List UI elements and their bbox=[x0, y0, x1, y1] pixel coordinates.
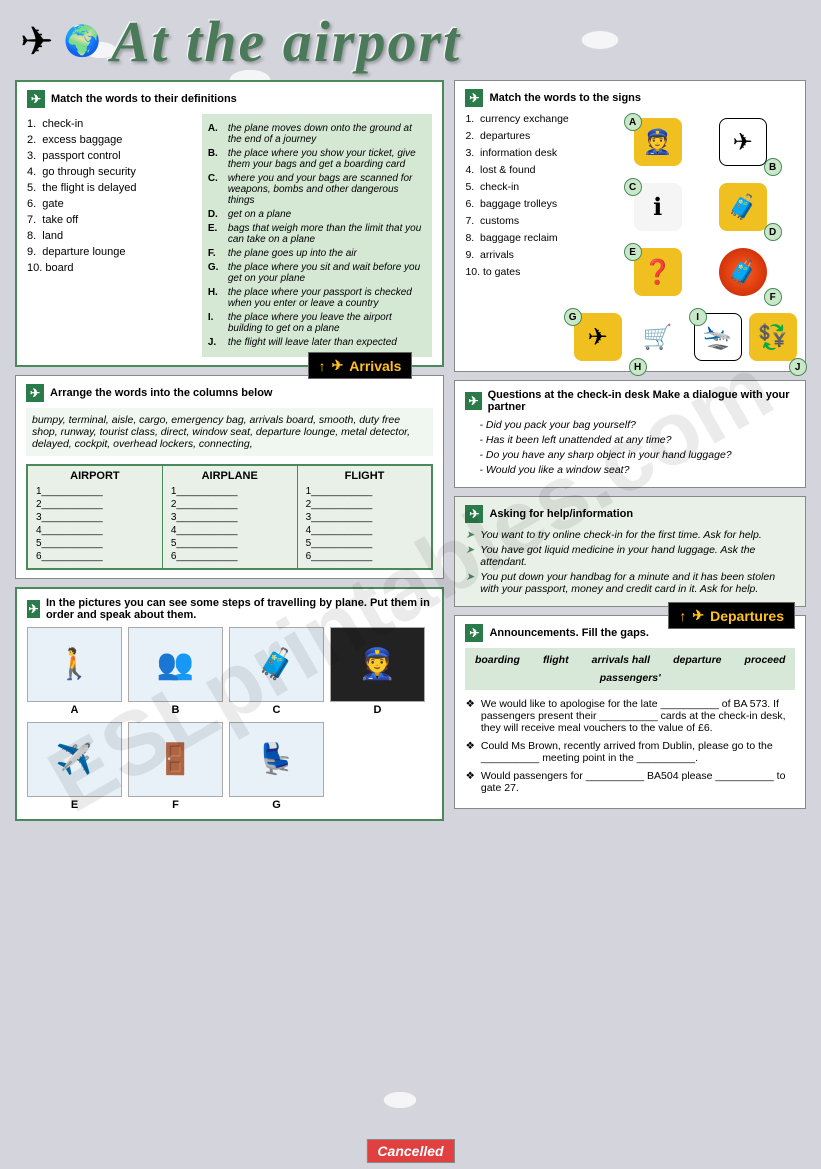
section-pictures-order: ✈ In the pictures you can see some steps … bbox=[15, 587, 444, 821]
plane-badge-icon: ✈ bbox=[465, 89, 483, 107]
section5-title: Asking for help/information bbox=[489, 508, 633, 520]
definition-list: A.the plane moves down onto the ground a… bbox=[202, 114, 433, 357]
picture-waiting-icon: 💺 bbox=[229, 722, 324, 797]
picture-gate-icon: 🚪 bbox=[128, 722, 223, 797]
word-item: 2. excess baggage bbox=[27, 134, 194, 146]
picture-customs-icon: 👮 bbox=[330, 627, 425, 702]
help-list: ➤You want to try online check-in for the… bbox=[465, 529, 795, 595]
section7-title: Announcements. Fill the gaps. bbox=[489, 627, 649, 639]
word-item: 1. check-in bbox=[27, 118, 194, 130]
section-match-signs: ✈ Match the words to the signs 1. currenc… bbox=[454, 80, 806, 372]
sign-word-list: 1. currency exchange 2. departures 3. in… bbox=[465, 113, 623, 278]
arrow-icon: ➤ bbox=[465, 529, 474, 541]
plane-badge-icon: ✈ bbox=[26, 384, 44, 402]
cancelled-badge: Cancelled bbox=[366, 1139, 454, 1163]
section-announcements: ↑✈Departures ✈Announcements. Fill the ga… bbox=[454, 615, 806, 809]
word-item: 7. take off bbox=[27, 214, 194, 226]
word-item: 8. land bbox=[27, 230, 194, 242]
picture-boarding-icon: ✈️ bbox=[27, 722, 122, 797]
wordbank: bumpy, terminal, aisle, cargo, emergency… bbox=[26, 408, 433, 456]
col-head: AIRPLANE bbox=[171, 470, 289, 482]
diamond-icon: ❖ bbox=[465, 698, 474, 734]
section6-title: In the pictures you can see some steps o… bbox=[46, 597, 433, 621]
content: ✈ Match the words to their definitions 1.… bbox=[0, 75, 821, 826]
arrivals-badge: ↑✈Arrivals bbox=[308, 352, 413, 379]
section-asking-help: ✈ Asking for help/information ➤You want t… bbox=[454, 496, 806, 607]
diamond-icon: ❖ bbox=[465, 740, 474, 764]
section-checkin-dialogue: ✈ Questions at the check-in desk Make a d… bbox=[454, 380, 806, 488]
arrow-icon: ➤ bbox=[465, 571, 474, 595]
col-head: FLIGHT bbox=[306, 470, 424, 482]
plane-icon: ✈ bbox=[20, 19, 54, 65]
word-item: 5. the flight is delayed bbox=[27, 182, 194, 194]
picture-baggage-icon: 🧳 bbox=[229, 627, 324, 702]
announcement-wordbank: boarding flight arrivals hall departure … bbox=[465, 648, 795, 690]
baggage-sign-icon: 🧳 bbox=[719, 183, 767, 231]
plane-badge-icon: ✈ bbox=[27, 90, 45, 108]
col-head: AIRPORT bbox=[36, 470, 154, 482]
plane-badge-icon: ✈ bbox=[465, 505, 483, 523]
pictures-grid: 🚶A 👥B 🧳C 👮D ✈️E 🚪F 💺G bbox=[27, 627, 432, 811]
departures-sign-icon: ✈ bbox=[719, 118, 767, 166]
section-arrange-columns: ✈ Arrange the words into the columns belo… bbox=[15, 375, 444, 579]
plane-badge-icon: ✈ bbox=[465, 392, 481, 410]
diamond-icon: ❖ bbox=[465, 770, 474, 794]
trolley-sign-icon: 🛒 bbox=[634, 313, 682, 361]
exchange-sign-icon: 💱 bbox=[749, 313, 797, 361]
picture-checkin-icon: 👥 bbox=[128, 627, 223, 702]
plane-badge-icon: ✈ bbox=[465, 624, 483, 642]
word-item: 4. go through security bbox=[27, 166, 194, 178]
globe-icon: 🌍 bbox=[64, 24, 101, 59]
word-item: 9. departure lounge bbox=[27, 246, 194, 258]
section2-title: Match the words to the signs bbox=[489, 92, 641, 104]
word-item: 6. gate bbox=[27, 198, 194, 210]
picture-security-icon: 🚶 bbox=[27, 627, 122, 702]
section1-title: Match the words to their definitions bbox=[51, 93, 237, 105]
page-title: At the airport bbox=[111, 8, 461, 75]
plane-badge-icon: ✈ bbox=[27, 600, 40, 618]
header: ✈ 🌍 At the airport bbox=[0, 0, 821, 75]
section3-title: Arrange the words into the columns below bbox=[50, 387, 272, 399]
columns-table: AIRPORT 1___________2___________3_______… bbox=[26, 464, 433, 570]
word-list: 1. check-in 2. excess baggage 3. passpor… bbox=[27, 114, 194, 357]
word-item: 3. passport control bbox=[27, 150, 194, 162]
dialogue-list: - Did you pack your bag yourself? - Has … bbox=[465, 419, 795, 476]
section-match-definitions: ✈ Match the words to their definitions 1.… bbox=[15, 80, 444, 367]
reclaim-sign-icon: 🧳 bbox=[719, 248, 767, 296]
departures-badge: ↑✈Departures bbox=[668, 602, 795, 629]
section4-title: Questions at the check-in desk Make a di… bbox=[488, 389, 795, 413]
word-item: 10. board bbox=[27, 262, 194, 274]
arrow-icon: ➤ bbox=[465, 544, 474, 568]
